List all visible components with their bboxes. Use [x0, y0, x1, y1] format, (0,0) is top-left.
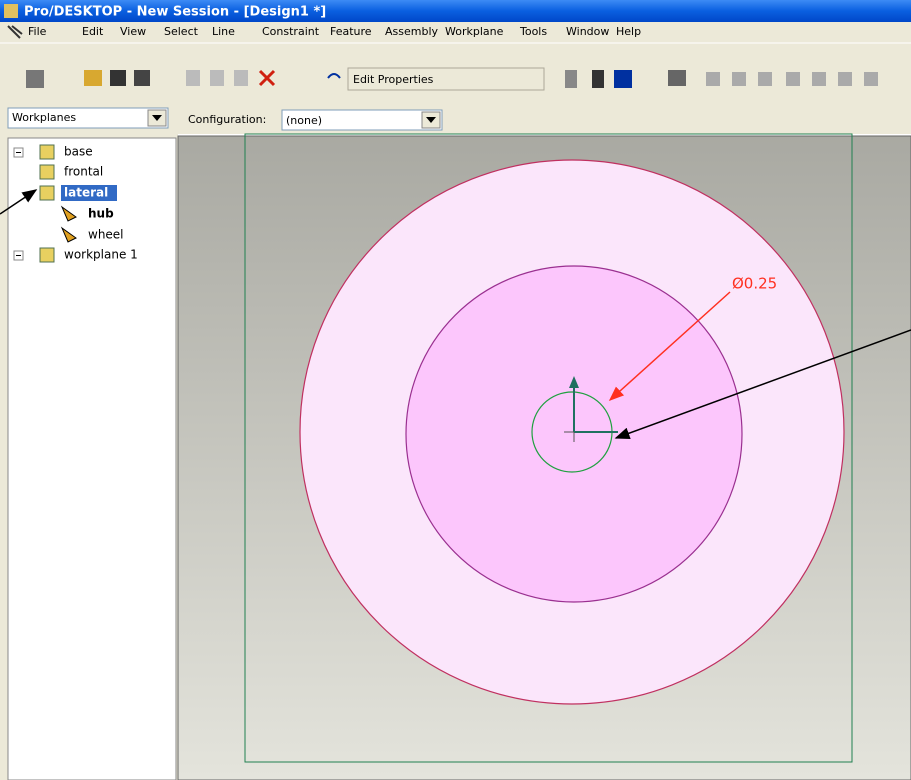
tree: base frontal lateral hub wheel workplane 1	[13, 144, 138, 263]
tool-icon[interactable]	[186, 70, 200, 86]
toolbar-icons-right	[565, 70, 878, 88]
menu-item[interactable]: File	[28, 25, 47, 38]
annotation-arrow	[614, 329, 911, 439]
tool-icon[interactable]	[758, 72, 772, 86]
menu-item[interactable]: Constraint	[262, 25, 320, 38]
tree-item[interactable]: hub	[88, 207, 114, 221]
feature-icon	[60, 205, 77, 222]
menu-item[interactable]: Edit	[82, 25, 104, 38]
menu-icon	[7, 25, 23, 39]
menu-item[interactable]: View	[120, 25, 146, 38]
dropdown-arrow	[426, 117, 436, 123]
menu-bar	[0, 22, 911, 42]
dimension-label[interactable]: Ø0.25	[732, 275, 777, 293]
menu-item[interactable]: Feature	[330, 25, 372, 38]
tool-icon[interactable]	[838, 72, 852, 86]
title-bar	[0, 0, 911, 22]
toolbar-icons	[26, 69, 341, 88]
tree-item[interactable]: workplane 1	[64, 248, 138, 262]
menu-items: File Edit View Select Line Constraint Feature A…	[28, 25, 641, 38]
workplane-icon	[39, 164, 55, 180]
selection	[61, 185, 117, 201]
workplane-border	[244, 133, 853, 763]
configuration-label: Configuration:	[188, 113, 266, 126]
menu-item[interactable]: Assembly	[385, 25, 439, 38]
tool-icon[interactable]	[234, 70, 248, 86]
tree-item[interactable]: wheel	[88, 228, 124, 242]
tool-icon[interactable]	[668, 70, 686, 86]
tool-icon[interactable]	[786, 72, 800, 86]
dimension-leader	[608, 291, 731, 402]
tool-icon[interactable]	[864, 72, 878, 86]
menu-item[interactable]: Help	[616, 25, 641, 38]
workplane-icon	[39, 247, 55, 263]
undo-icon[interactable]	[327, 73, 341, 79]
tool-icon[interactable]	[614, 70, 632, 88]
tree-item[interactable]: lateral	[64, 186, 108, 200]
annotation-arrow	[0, 189, 38, 215]
edit-properties-button[interactable]	[347, 67, 545, 91]
tool-icon[interactable]	[134, 70, 150, 86]
tool-icon[interactable]	[812, 72, 826, 86]
feature-icon	[60, 226, 77, 243]
edit-properties-label: Edit Properties	[353, 73, 434, 86]
axis-y-head	[569, 376, 579, 388]
menu-item[interactable]: Select	[164, 25, 199, 38]
menu-item[interactable]: Workplane	[445, 25, 504, 38]
menu-item[interactable]: Window	[566, 25, 609, 38]
workplane-icon	[39, 144, 55, 160]
configuration-dropdown[interactable]	[281, 109, 443, 131]
configuration-value: (none)	[286, 114, 322, 127]
workplane-icon	[39, 185, 55, 201]
tool-icon[interactable]	[210, 70, 224, 86]
workplanes-dropdown[interactable]	[7, 107, 169, 129]
tree-item[interactable]: base	[64, 145, 93, 159]
tree-item[interactable]: frontal	[64, 165, 103, 179]
tool-icon[interactable]	[706, 72, 720, 86]
tool-icon[interactable]	[732, 72, 746, 86]
workplanes-value: Workplanes	[12, 111, 76, 124]
tree-panel	[7, 137, 177, 780]
app-icon	[4, 4, 18, 18]
tool-icon[interactable]	[110, 70, 126, 86]
window-title: Pro/DESKTOP - New Session - [Design1 *]	[24, 5, 326, 20]
dropdown-arrow	[152, 115, 162, 121]
tool-icon[interactable]	[84, 70, 102, 86]
delete-icon[interactable]	[258, 69, 276, 87]
tool-icon[interactable]	[565, 70, 577, 88]
tool-icon[interactable]	[26, 70, 44, 88]
menu-item[interactable]: Line	[212, 25, 235, 38]
menu-item[interactable]: Tools	[519, 25, 547, 38]
tool-icon[interactable]	[592, 70, 604, 88]
